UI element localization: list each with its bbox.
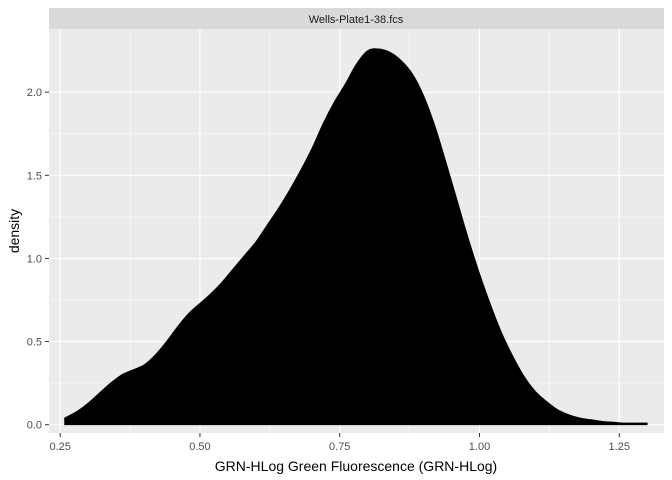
y-tick-label: 1.0 <box>27 253 42 265</box>
panel-title: Wells-Plate1-38.fcs <box>309 14 404 26</box>
x-tick-label: 1.25 <box>609 441 630 453</box>
x-tick-label: 0.50 <box>189 441 210 453</box>
x-axis: 0.25 0.50 0.75 1.00 1.25 <box>49 433 630 453</box>
x-tick-label: 0.25 <box>49 441 70 453</box>
y-tick-label: 1.5 <box>27 170 42 182</box>
x-axis-title: GRN-HLog Green Fluorescence (GRN-HLog) <box>215 458 497 474</box>
y-tick-label: 0.0 <box>27 420 42 432</box>
y-tick-label: 0.5 <box>27 337 42 349</box>
strip-background <box>49 8 664 29</box>
x-tick-label: 1.00 <box>469 441 490 453</box>
y-axis: 0.0 0.5 1.0 1.5 2.0 <box>27 87 49 432</box>
x-tick-label: 0.75 <box>329 441 350 453</box>
y-tick-label: 2.0 <box>27 87 42 99</box>
density-area <box>64 48 648 426</box>
y-axis-title: density <box>6 209 22 253</box>
